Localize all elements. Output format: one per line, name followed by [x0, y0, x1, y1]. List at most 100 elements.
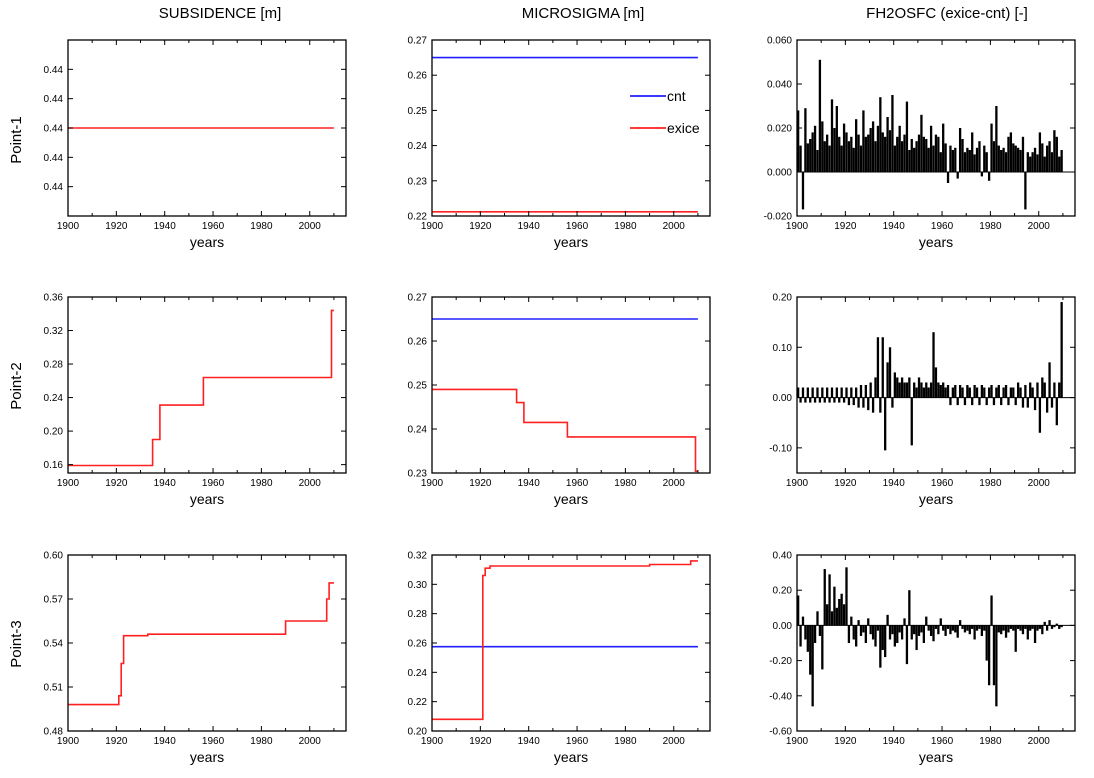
bar	[1004, 625, 1008, 638]
bar	[842, 397, 846, 403]
x-tick-label: 2000	[299, 736, 322, 747]
bar	[997, 145, 1000, 172]
bar	[842, 604, 846, 626]
y-tick-label: 0.26	[408, 337, 428, 348]
bar	[944, 387, 947, 398]
chart-panel-7: 1900 1920 1940 1960 1980 2000 0.48 0.51 0.54 0.57…	[44, 551, 347, 765]
bar	[1043, 382, 1046, 398]
chart-panel-3: 1900 1920 1940 1960 1980 2000 -0.020 0.000 0.020…	[764, 36, 1076, 250]
bar	[806, 143, 809, 172]
y-tick-label: 0.32	[44, 326, 64, 337]
x-tick-label: 1920	[469, 478, 492, 489]
y-tick-label: 0.20	[773, 293, 793, 304]
bar	[898, 382, 901, 398]
x-tick-label: 1900	[786, 478, 809, 489]
chart-panel-4: 1900 1920 1940 1960 1980 2000 0.16 0.20 0.24 0.28…	[44, 293, 347, 507]
bar	[1060, 625, 1063, 628]
y-tick-label: 0.32	[408, 551, 428, 562]
bar	[871, 121, 875, 172]
bar	[1036, 154, 1039, 172]
bar	[937, 136, 940, 172]
bar	[801, 387, 805, 398]
plot-frame	[431, 554, 711, 732]
x-tick-label: 1940	[883, 221, 906, 232]
y-tick-label: 0.57	[44, 595, 64, 606]
bar	[801, 172, 805, 210]
x-axis-label: years	[554, 749, 588, 765]
bar	[971, 132, 974, 172]
y-tick-label: 0.48	[44, 727, 64, 738]
bar	[886, 614, 889, 626]
bar	[942, 625, 945, 631]
x-tick-label: 1940	[154, 221, 177, 232]
bar	[995, 387, 998, 398]
bar	[1050, 152, 1054, 172]
bar	[920, 382, 923, 398]
bar	[1026, 397, 1029, 408]
bar	[1041, 143, 1044, 172]
bar	[995, 625, 998, 707]
bar	[1024, 385, 1027, 398]
bar	[973, 385, 976, 398]
bar	[826, 387, 829, 398]
y-tick-label: 0.20	[44, 427, 64, 438]
bar	[1029, 382, 1032, 398]
bar	[1036, 625, 1039, 631]
bar	[980, 385, 984, 398]
bar	[864, 625, 867, 643]
bar	[968, 387, 971, 398]
bar	[903, 618, 906, 626]
bar	[821, 121, 824, 172]
bar	[1019, 150, 1022, 172]
bar	[1058, 625, 1061, 629]
y-tick-label: 0.060	[767, 36, 792, 47]
bar	[891, 397, 894, 408]
bar	[1016, 147, 1020, 172]
bar	[859, 625, 863, 636]
bar	[852, 625, 855, 640]
bar	[884, 625, 887, 658]
bar	[910, 625, 913, 640]
bar	[946, 625, 950, 629]
chart-panel-8: 1900 1920 1940 1960 1980 2000 0.20 0.22 0.24 0.26…	[408, 551, 711, 765]
bar	[818, 625, 822, 636]
bar	[876, 125, 880, 172]
bar	[913, 625, 916, 635]
bar	[864, 385, 867, 398]
bar	[929, 125, 933, 172]
bar	[879, 625, 882, 668]
bar	[835, 106, 838, 172]
bar	[932, 332, 935, 398]
bar	[975, 147, 979, 172]
bar	[864, 136, 867, 172]
bar	[987, 625, 991, 686]
bar	[855, 119, 858, 172]
bar	[1024, 625, 1027, 629]
bar	[850, 387, 853, 398]
bar	[920, 625, 923, 633]
x-axis-label: years	[919, 749, 953, 765]
bar	[990, 595, 993, 626]
bar	[1033, 147, 1037, 172]
row-label-point-1: Point-1	[8, 116, 25, 164]
bar	[939, 385, 942, 398]
bar	[867, 134, 870, 172]
bar	[966, 147, 969, 172]
bar	[975, 387, 979, 398]
bar	[876, 337, 880, 398]
bar	[1007, 136, 1010, 172]
bar	[1041, 625, 1044, 635]
y-tick-label: 0.24	[408, 141, 428, 152]
bar	[942, 382, 945, 398]
bar	[857, 620, 860, 626]
bar	[1014, 625, 1017, 652]
bar	[1019, 387, 1022, 398]
bar	[893, 625, 896, 647]
bar	[1060, 302, 1063, 398]
bar	[855, 387, 858, 398]
x-tick-label: 1960	[202, 221, 225, 232]
bar	[1021, 625, 1025, 635]
x-tick-label: 2000	[1028, 478, 1051, 489]
bar	[809, 397, 812, 403]
bar	[898, 625, 901, 633]
